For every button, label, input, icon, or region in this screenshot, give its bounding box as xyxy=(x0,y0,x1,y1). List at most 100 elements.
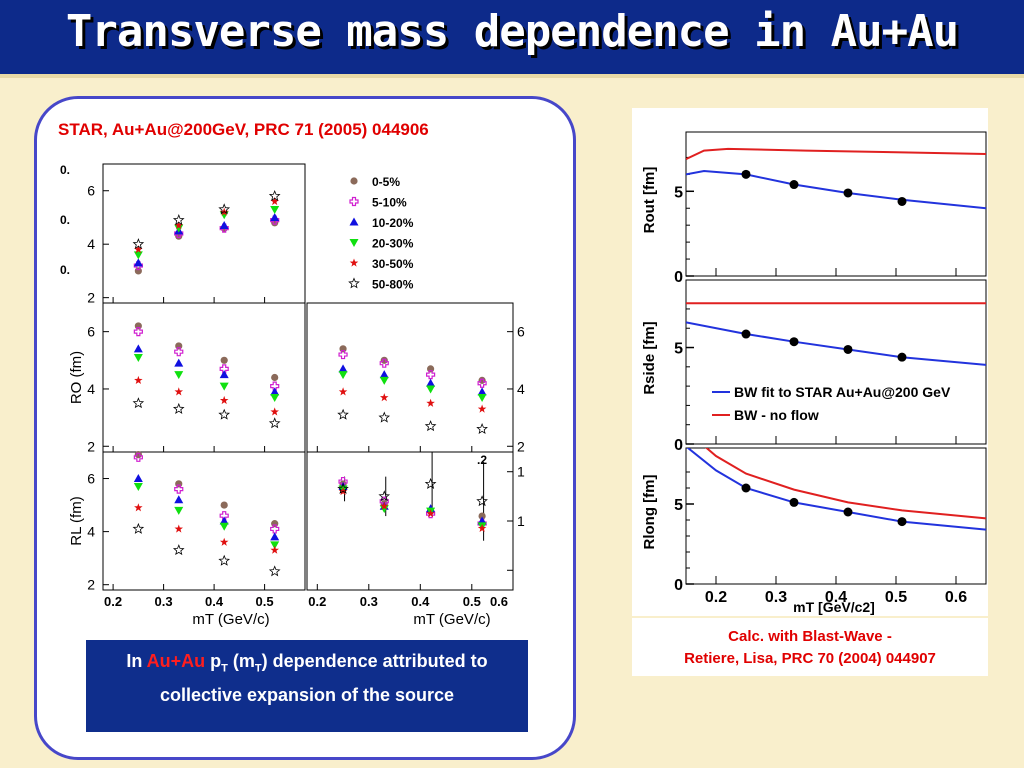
data-point-0-5% xyxy=(478,512,486,520)
title-bar: Transverse mass dependence in Au+Au xyxy=(0,0,1024,78)
conclusion-rest3: ) dependence attributed to collective ex… xyxy=(159,651,488,705)
data-point-30-50% xyxy=(219,537,229,546)
data-point-20-30% xyxy=(219,522,229,531)
data-point-30-50% xyxy=(174,524,183,533)
x-tick-label: 0.3 xyxy=(765,589,787,606)
data-point-50-80% xyxy=(378,490,391,502)
legend-marker-20-30% xyxy=(349,239,359,247)
bw-panel-frame xyxy=(685,447,987,585)
stray-label: .2 xyxy=(477,453,487,467)
x-axis-label: mT [GeV/c2] xyxy=(793,599,875,615)
data-point-10-20% xyxy=(338,364,348,373)
data-point-20-30% xyxy=(174,224,184,233)
data-point-10-20% xyxy=(133,474,143,483)
star-data-point xyxy=(843,507,853,517)
data-point-10-20% xyxy=(379,370,389,379)
data-point-50-80% xyxy=(132,238,145,250)
y-axis-label: RL (fm) xyxy=(68,496,85,545)
data-point-0-5% xyxy=(271,373,279,382)
data-point-10-20% xyxy=(174,358,184,367)
data-point-50-80% xyxy=(132,397,145,409)
data-point-10-20% xyxy=(477,387,487,396)
star-data-point xyxy=(789,497,799,507)
legend-marker-0-5% xyxy=(350,177,358,185)
data-point-0-5% xyxy=(220,501,228,509)
conclusion-prefix: In xyxy=(126,651,147,671)
legend-label: 50-80% xyxy=(372,278,414,292)
y-axis-label: Rside [fm] xyxy=(641,321,658,394)
data-point-20-30% xyxy=(133,353,143,362)
y-tick-label: 2 xyxy=(517,438,525,454)
data-point-5-10% xyxy=(133,327,143,337)
legend-label: 20-30% xyxy=(372,237,414,251)
bw-panel-1: 0 5 Rout [fm] xyxy=(641,131,987,286)
y-tick-label: 2 xyxy=(87,290,95,306)
data-point-5-10% xyxy=(174,347,184,357)
hbt-panel-3: 246RS (fm) xyxy=(306,302,525,454)
y-tick-label: 6 xyxy=(87,324,95,340)
data-point-30-50% xyxy=(270,407,279,416)
star-data-point xyxy=(741,483,751,493)
data-point-5-10% xyxy=(426,370,436,380)
data-point-30-50% xyxy=(380,393,389,402)
star-data-point xyxy=(897,196,907,206)
legend-label-noflow: BW - no flow xyxy=(734,407,819,423)
data-point-5-10% xyxy=(338,476,348,487)
data-point-10-20% xyxy=(270,532,280,541)
data-point-5-10% xyxy=(174,484,184,494)
y-tick-label: 6 xyxy=(517,324,525,340)
hbt-panel-2: 2 4 6RO (fm) xyxy=(68,302,306,454)
data-point-30-50% xyxy=(477,404,487,413)
data-point-50-80% xyxy=(424,477,437,489)
data-point-50-80% xyxy=(132,522,145,534)
data-point-20-30% xyxy=(338,371,348,380)
data-point-0-5% xyxy=(220,356,228,364)
data-point-20-30% xyxy=(379,505,389,514)
y-tick-label: 5 xyxy=(674,497,683,514)
y-tick-label: 0 xyxy=(674,577,683,594)
data-point-20-30% xyxy=(379,376,389,385)
stray-label: 0. xyxy=(60,213,70,227)
y-tick-label: 1 xyxy=(517,513,525,529)
data-point-50-80% xyxy=(476,495,488,507)
data-point-10-20% xyxy=(219,516,229,525)
data-point-30-50% xyxy=(134,375,143,384)
data-point-5-10% xyxy=(133,452,143,462)
data-point-30-50% xyxy=(426,398,435,407)
hbt-panel-5: 11RO / RS.2 xyxy=(306,451,525,591)
data-point-5-10% xyxy=(379,358,389,368)
data-point-50-80% xyxy=(218,554,231,566)
data-point-50-80% xyxy=(172,402,185,415)
data-point-20-30% xyxy=(174,371,184,380)
data-point-20-30% xyxy=(133,251,143,260)
star-data-point xyxy=(897,352,907,362)
star-data-point xyxy=(741,169,751,179)
data-point-0-5% xyxy=(478,376,486,384)
data-point-0-5% xyxy=(175,342,183,350)
star-reference: STAR, Au+Au@200GeV, PRC 71 (2005) 044906 xyxy=(58,120,429,139)
x-tick-label: 0.5 xyxy=(256,594,274,609)
data-point-5-10% xyxy=(219,364,229,374)
data-point-50-80% xyxy=(337,482,349,494)
conclusion-highlight: Au+Au xyxy=(146,651,206,671)
data-point-20-30% xyxy=(477,394,487,403)
hbt-legend: 0-5% 5-10% 10-20% 20-30% 30-50% 50-80% xyxy=(348,175,414,292)
data-point-30-50% xyxy=(219,395,229,405)
y-axis-label: Rout [fm] xyxy=(641,167,658,234)
x-tick-label: 0.3 xyxy=(155,594,173,609)
data-point-10-20% xyxy=(270,212,280,221)
x-tick-label: 0.2 xyxy=(705,589,727,606)
data-point-20-30% xyxy=(270,205,280,214)
star-data-point xyxy=(741,329,751,339)
x-tick-label: 0.4 xyxy=(825,589,847,606)
hbt-panel-4: 2 4 6RL (fm) xyxy=(68,451,306,593)
slide-title: Transverse mass dependence in Au+Au xyxy=(65,6,959,57)
data-point-30-50% xyxy=(380,501,389,510)
stray-label: 0. xyxy=(60,163,70,177)
x-tick-label: 0.2 xyxy=(308,594,326,609)
x-tick-label: 0.2 xyxy=(104,594,122,609)
calc-reference-line2: Retiere, Lisa, PRC 70 (2004) 044907 xyxy=(684,650,936,667)
data-point-50-80% xyxy=(268,565,281,577)
legend-label: 0-5% xyxy=(372,175,400,189)
data-point-0-5% xyxy=(175,480,183,488)
